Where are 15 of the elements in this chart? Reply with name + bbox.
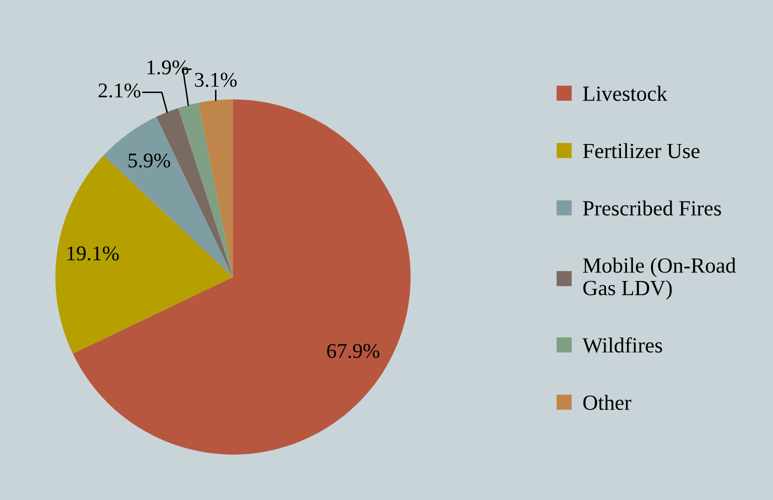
legend-label: Wildfires xyxy=(582,337,662,353)
pie-slice xyxy=(178,102,233,277)
pie-slice xyxy=(198,99,233,277)
legend-label: Other xyxy=(583,394,632,410)
legend-label: Mobile (On-Road Gas LDV) xyxy=(583,258,736,300)
data-label: 1.9% xyxy=(148,60,188,75)
data-label: 19.1% xyxy=(68,246,119,261)
pie-slice xyxy=(55,155,233,354)
data-label: 3.1% xyxy=(195,72,237,87)
data-label: 2.1% xyxy=(98,83,140,98)
legend-label: Livestock xyxy=(583,86,668,101)
data-label: 5.9% xyxy=(128,153,170,168)
legend-label: Fertilizer Use xyxy=(583,143,700,158)
data-label: 67.9% xyxy=(327,344,380,358)
legend-label: Prescribed Fires xyxy=(583,200,721,216)
